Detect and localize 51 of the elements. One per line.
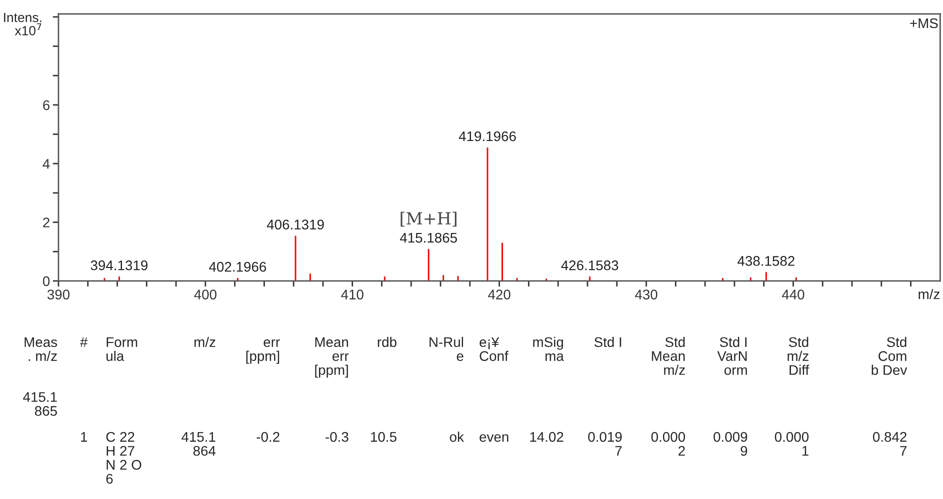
text: Mean err [ppm] [315,337,349,378]
y-tick-label: 0 [42,276,50,286]
text: 10.5 [371,432,396,442]
text: 415.1 864 [182,432,216,456]
y-axis-title: Intens. x10$^{7}$ [4,12,42,36]
text: Std Mean m/z [652,336,685,375]
annotation: 426.1583 [561,260,618,270]
text: ok [450,432,464,442]
y-tick-label: 4 [42,159,50,169]
text: 0.019 7 [588,432,622,456]
annotation: [M+H] [400,212,456,227]
annotation: 438.1582 [738,256,794,266]
text: rdb [378,336,396,348]
annotation: 394.1319 [90,260,148,270]
y-tick-label: 6 [43,100,50,110]
x-tick-label: 420 [488,290,510,300]
x-tick-label: 400 [194,290,216,300]
annotation: 402.1966 [209,262,266,272]
text: mSig ma [533,336,564,361]
text: even [480,434,508,442]
text: 0.009 9 [714,432,748,456]
annotation: 406.1319 [266,220,324,230]
text: Std I [594,336,622,348]
text: 0.842 7 [872,432,906,456]
text: e¡¥ Conf [480,337,508,361]
x-tick-label: 430 [635,290,658,300]
text: 0.000 2 [651,432,686,456]
annotation: +MS [910,18,938,28]
text: N-Rul e [430,336,464,361]
text: 1 [81,432,88,442]
annotation: 419.1966 [458,131,516,142]
y-tick-label: 2 [43,218,50,228]
text: Std m/z Diff [788,336,810,375]
x-tick-label: 390 [47,290,70,300]
annotation: 415.1865 [400,232,457,243]
x-tick-label: 410 [341,290,364,300]
text: Std I VarN orm [717,336,747,375]
text: Meas . m/z [24,337,58,361]
text: C 22 H 27 N 2 O 6 [106,432,142,484]
text: Std Com b Dev [872,336,908,375]
text: m/z [194,336,216,348]
x-axis-title: m/z [918,288,940,300]
text: 415.1 865 [23,392,57,416]
text: 0.000 1 [774,432,809,456]
text: 14.02 [530,432,564,442]
text: -0.2 [256,432,280,442]
text: -0.3 [326,432,348,442]
text: Form ula [106,337,138,361]
x-tick-label: 440 [782,290,804,300]
text: # [80,337,88,347]
text: err [ppm] [246,339,280,364]
